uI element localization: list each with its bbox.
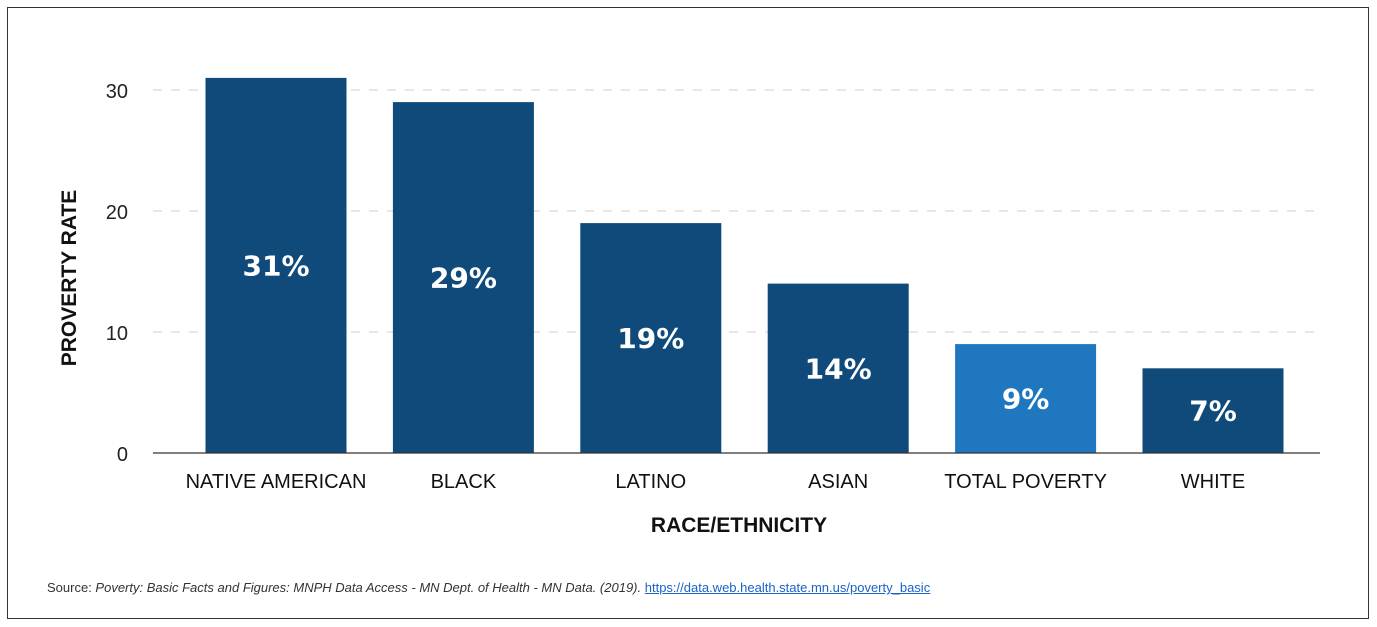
- source-prefix: Source:: [47, 580, 96, 595]
- bar: [392, 102, 534, 453]
- bar: [205, 77, 347, 454]
- bar-data-label: 7%: [1189, 395, 1237, 428]
- y-tick-label: 10: [106, 323, 128, 345]
- source-note: Source: Poverty: Basic Facts and Figures…: [47, 580, 1347, 595]
- bar-data-labels: 31% 29% 19% 14% 9% 7%: [242, 249, 1236, 427]
- bar-data-label: 9%: [1002, 383, 1050, 416]
- x-category-label: BLACK: [431, 471, 497, 493]
- x-category-label: LATINO: [615, 471, 686, 493]
- bar-data-label: 19%: [617, 322, 684, 355]
- bar: [1142, 368, 1284, 453]
- bars: [205, 77, 1284, 454]
- y-tick-label: 20: [106, 202, 128, 224]
- y-axis-title: PROVERTY RATE: [58, 190, 81, 367]
- bar-data-label: 29%: [430, 262, 497, 295]
- bar: [580, 223, 722, 453]
- source-link[interactable]: https://data.web.health.state.mn.us/pove…: [644, 580, 931, 595]
- source-citation: Poverty: Basic Facts and Figures: MNPH D…: [95, 580, 642, 595]
- bar-data-label: 14%: [805, 352, 872, 385]
- bar: [955, 344, 1097, 453]
- bar: [767, 283, 909, 453]
- bar-data-label: 31%: [242, 249, 309, 282]
- x-category-label: NATIVE AMERICAN: [186, 471, 367, 493]
- y-tick-labels: 0 10 20 30: [106, 81, 128, 466]
- x-category-labels: NATIVE AMERICAN BLACK LATINO ASIAN TOTAL POV…: [186, 471, 1246, 493]
- x-axis-title: RACE/ETHNICITY: [651, 514, 827, 537]
- x-category-label: TOTAL POVERTY: [944, 471, 1107, 493]
- grid-lines: [153, 89, 1320, 333]
- y-tick-label: 0: [117, 444, 128, 466]
- x-category-label: ASIAN: [808, 471, 868, 493]
- x-category-label: WHITE: [1181, 471, 1245, 493]
- y-tick-label: 30: [106, 81, 128, 103]
